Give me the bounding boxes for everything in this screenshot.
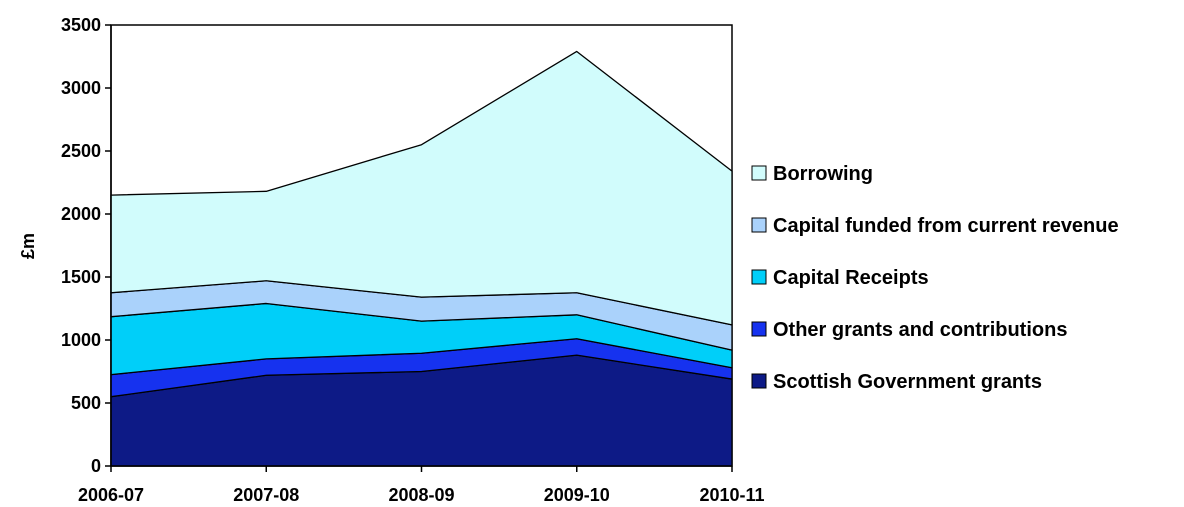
- y-tick-label: 500: [71, 393, 101, 413]
- y-tick-label: 1500: [61, 267, 101, 287]
- legend-swatch: [751, 217, 767, 233]
- x-tick-label: 2007-08: [233, 485, 299, 505]
- y-tick-label: 2500: [61, 141, 101, 161]
- legend: Borrowing Capital funded from current rev…: [751, 163, 1119, 393]
- y-axis-title: £m: [18, 233, 38, 259]
- legend-swatch: [751, 373, 767, 389]
- y-tick-label: 1000: [61, 330, 101, 350]
- legend-swatch: [751, 165, 767, 181]
- axes-group: 0 500 1000 1500 2000 2500 3000 3500 2006-07 2007-…: [61, 15, 765, 505]
- legend-label: Capital Receipts: [773, 267, 929, 289]
- legend-swatch: [751, 269, 767, 285]
- x-tick-label: 2006-07: [78, 485, 144, 505]
- area-series-5: [110, 50, 733, 326]
- area-series-group: [110, 50, 733, 467]
- x-tick-label: 2010-11: [699, 485, 764, 505]
- y-tick-label: 0: [91, 456, 101, 476]
- legend-label: Scottish Government grants: [773, 371, 1042, 393]
- x-tick-label: 2008-09: [388, 485, 454, 505]
- y-tick-label: 2000: [61, 204, 101, 224]
- legend-label: Capital funded from current revenue: [773, 215, 1119, 237]
- legend-swatch: [751, 321, 767, 337]
- y-tick-label: 3500: [61, 15, 101, 35]
- legend-label: Other grants and contributions: [773, 319, 1067, 341]
- y-tick-label: 3000: [61, 78, 101, 98]
- legend-label: Borrowing: [773, 163, 873, 185]
- x-tick-label: 2009-10: [544, 485, 610, 505]
